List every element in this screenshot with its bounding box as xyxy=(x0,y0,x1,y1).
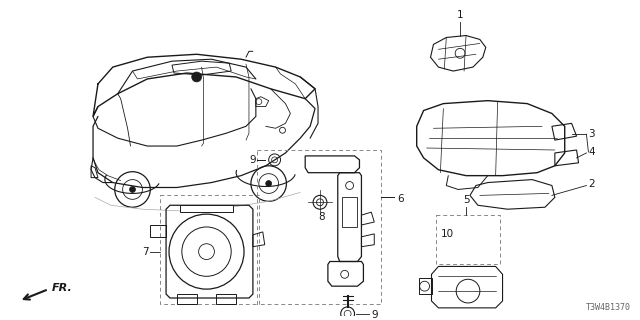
Text: 9: 9 xyxy=(371,310,378,320)
Text: 4: 4 xyxy=(588,147,595,157)
Text: T3W4B1370: T3W4B1370 xyxy=(586,303,631,312)
Circle shape xyxy=(266,180,271,187)
Circle shape xyxy=(129,187,136,192)
Text: 3: 3 xyxy=(588,129,595,139)
Text: 9: 9 xyxy=(249,155,256,165)
Text: 8: 8 xyxy=(319,212,325,222)
Polygon shape xyxy=(342,197,358,227)
Text: 10: 10 xyxy=(440,229,454,239)
Text: 7: 7 xyxy=(141,247,148,257)
Polygon shape xyxy=(180,205,233,212)
Circle shape xyxy=(192,72,202,82)
Text: 1: 1 xyxy=(457,10,463,20)
Text: 5: 5 xyxy=(463,195,469,205)
Text: 2: 2 xyxy=(588,179,595,188)
Text: FR.: FR. xyxy=(52,283,72,293)
Text: 6: 6 xyxy=(397,194,404,204)
